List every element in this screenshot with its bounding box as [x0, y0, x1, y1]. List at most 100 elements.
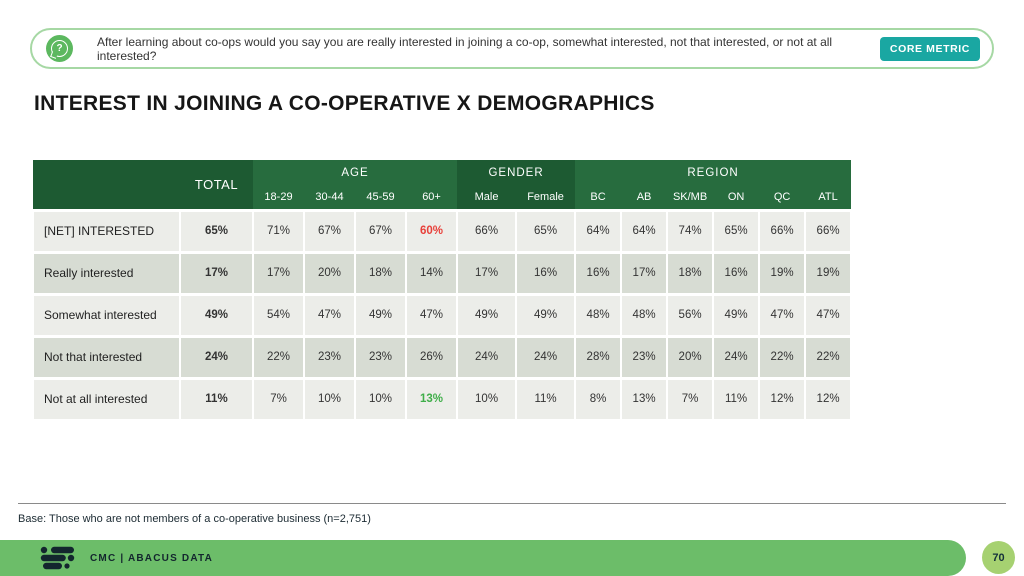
cell-value: 24%: [712, 334, 761, 380]
cell-value: 49%: [515, 292, 577, 338]
col-header-sk-mb: SK/MB: [667, 185, 714, 210]
cell-value: 13%: [620, 376, 669, 422]
cell-value: 47%: [303, 292, 356, 338]
cell-value: 16%: [515, 250, 577, 296]
cell-value: 49%: [354, 292, 407, 338]
cell-value: 67%: [354, 208, 407, 254]
cell-value: 65%: [515, 208, 577, 254]
col-header-total: TOTAL: [180, 160, 253, 210]
cell-value: 20%: [303, 250, 356, 296]
col-header-male: Male: [457, 185, 517, 210]
demographics-table: TOTAL AGE GENDER REGION 18-29 30-44 45-59 60+ Ma…: [32, 160, 853, 422]
cell-total: 65%: [179, 208, 254, 254]
table-row: Not at all interested 11% 7% 10% 10% 13% 10% 11…: [32, 376, 853, 422]
row-label: Not that interested: [32, 334, 181, 380]
cell-value: 12%: [804, 376, 853, 422]
table-row: Not that interested 24% 22% 23% 23% 26% 24% 24%…: [32, 334, 853, 380]
cell-value: 16%: [574, 250, 623, 296]
cell-value: 56%: [666, 292, 715, 338]
col-header-atl: ATL: [805, 185, 852, 210]
cell-value: 10%: [303, 376, 356, 422]
cell-value: 26%: [404, 334, 459, 380]
cell-value: 66%: [804, 208, 853, 254]
cell-value: 16%: [712, 250, 761, 296]
cell-value: 60%: [404, 208, 459, 254]
header-corner: [33, 160, 180, 210]
group-header-region: REGION: [575, 160, 852, 185]
cell-value: 47%: [758, 292, 807, 338]
cell-value: 22%: [252, 334, 305, 380]
row-label: Really interested: [32, 250, 181, 296]
cell-value: 66%: [758, 208, 807, 254]
cell-total: 11%: [179, 376, 254, 422]
cell-value: 64%: [574, 208, 623, 254]
abacus-logo-icon: [40, 546, 75, 570]
cell-value: 66%: [456, 208, 518, 254]
cell-value: 64%: [620, 208, 669, 254]
survey-question-text: After learning about co-ops would you sa…: [97, 34, 833, 63]
table-row: Somewhat interested 49% 54% 47% 49% 47% 49% 49%…: [32, 292, 853, 338]
col-header-60-: 60+: [406, 185, 458, 210]
cell-value: 13%: [404, 376, 459, 422]
question-banner: ? After learning about co-ops would you …: [30, 28, 994, 69]
cell-value: 47%: [404, 292, 459, 338]
cell-value: 18%: [666, 250, 715, 296]
page-title: INTEREST IN JOINING A CO-OPERATIVE X DEM…: [34, 92, 655, 115]
group-header-age: AGE: [253, 160, 458, 185]
cell-value: 20%: [666, 334, 715, 380]
cell-value: 22%: [758, 334, 807, 380]
page-number-badge: 70: [982, 541, 1015, 574]
cell-value: 74%: [666, 208, 715, 254]
footer-divider: [18, 503, 1006, 504]
cell-value: 23%: [354, 334, 407, 380]
cell-value: 23%: [620, 334, 669, 380]
cell-value: 47%: [804, 292, 853, 338]
cell-value: 11%: [515, 376, 577, 422]
row-label: Somewhat interested: [32, 292, 181, 338]
cell-value: 23%: [303, 334, 356, 380]
cell-value: 24%: [456, 334, 518, 380]
cell-value: 48%: [574, 292, 623, 338]
cell-value: 49%: [456, 292, 518, 338]
col-header-30-44: 30-44: [304, 185, 355, 210]
table-row: [NET] INTERESTED 65% 71% 67% 67% 60% 66% 65% 64%…: [32, 208, 853, 254]
footer-bar: CMC | ABACUS DATA: [0, 540, 966, 576]
row-label: [NET] INTERESTED: [32, 208, 181, 254]
brand-text: CMC | ABACUS DATA: [90, 552, 214, 564]
cell-value: 49%: [712, 292, 761, 338]
col-header-on: ON: [713, 185, 760, 210]
group-header-gender: GENDER: [457, 160, 576, 185]
cell-value: 17%: [456, 250, 518, 296]
core-metric-badge: CORE METRIC: [879, 36, 980, 61]
cell-value: 71%: [252, 208, 305, 254]
cell-value: 54%: [252, 292, 305, 338]
cell-value: 28%: [574, 334, 623, 380]
cell-value: 22%: [804, 334, 853, 380]
col-header-female: Female: [516, 185, 576, 210]
cell-total: 49%: [179, 292, 254, 338]
base-note: Base: Those who are not members of a co-…: [18, 513, 371, 525]
cell-value: 7%: [666, 376, 715, 422]
cell-total: 17%: [179, 250, 254, 296]
cell-total: 24%: [179, 334, 254, 380]
cell-value: 14%: [404, 250, 459, 296]
col-header-18-29: 18-29: [253, 185, 304, 210]
cell-value: 17%: [620, 250, 669, 296]
cell-value: 11%: [712, 376, 761, 422]
col-header-qc: QC: [759, 185, 806, 210]
cell-value: 19%: [804, 250, 853, 296]
cell-value: 48%: [620, 292, 669, 338]
cell-value: 17%: [252, 250, 305, 296]
col-header-bc: BC: [575, 185, 622, 210]
col-header-45-59: 45-59: [355, 185, 406, 210]
cell-value: 10%: [456, 376, 518, 422]
question-bubble-icon: ?: [46, 35, 73, 62]
cell-value: 24%: [515, 334, 577, 380]
cell-value: 18%: [354, 250, 407, 296]
col-header-ab: AB: [621, 185, 668, 210]
cell-value: 65%: [712, 208, 761, 254]
cell-value: 10%: [354, 376, 407, 422]
row-label: Not at all interested: [32, 376, 181, 422]
table-row: Really interested 17% 17% 20% 18% 14% 17% 16% 16…: [32, 250, 853, 296]
cell-value: 19%: [758, 250, 807, 296]
